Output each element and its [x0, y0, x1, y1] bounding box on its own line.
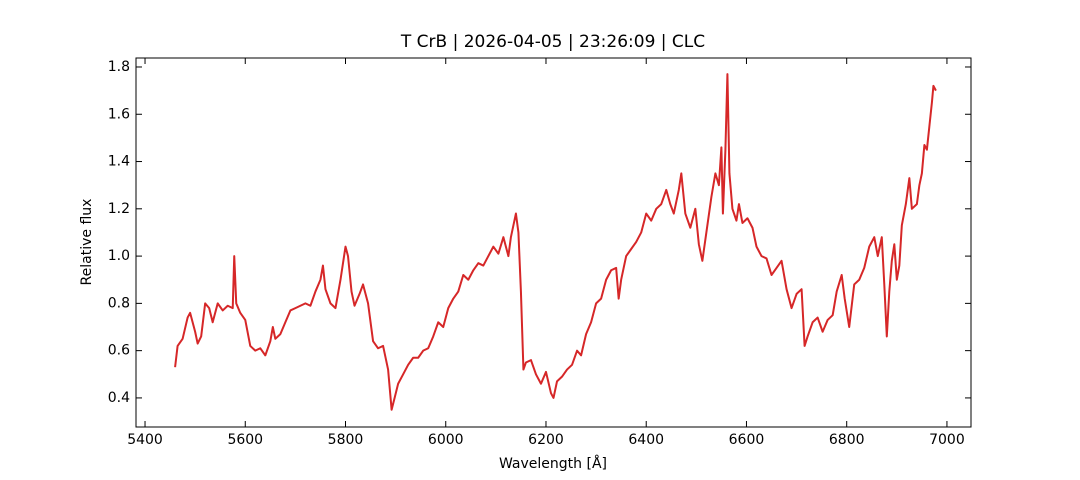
x-tick-label: 6800 — [829, 432, 865, 448]
x-tick-label: 6600 — [729, 432, 765, 448]
y-tick-label: 1.8 — [108, 59, 130, 75]
x-tick-label: 6200 — [528, 432, 564, 448]
x-tick-label: 6400 — [628, 432, 664, 448]
x-tick-label: 5800 — [328, 432, 364, 448]
y-axis-label: Relative flux — [79, 199, 95, 286]
plot-frame — [135, 57, 972, 428]
x-tick-label: 5600 — [227, 432, 263, 448]
y-tick-label: 0.8 — [108, 295, 130, 311]
y-tick-label: 1.6 — [108, 106, 130, 122]
y-tick-label: 1.0 — [108, 248, 130, 264]
chart-title: T CrB | 2026-04-05 | 23:26:09 | CLC — [400, 32, 705, 52]
spectrum-line — [174, 73, 937, 411]
x-tick-label: 7000 — [929, 432, 965, 448]
y-tick-label: 0.6 — [108, 343, 130, 359]
x-tick-label: 6000 — [428, 432, 464, 448]
x-tick-label: 5400 — [127, 432, 163, 448]
y-tick-label: 1.2 — [108, 201, 130, 217]
y-tick-label: 1.4 — [108, 154, 130, 170]
x-axis-label: Wavelength [Å] — [499, 455, 607, 472]
y-tick-label: 0.4 — [108, 390, 130, 406]
